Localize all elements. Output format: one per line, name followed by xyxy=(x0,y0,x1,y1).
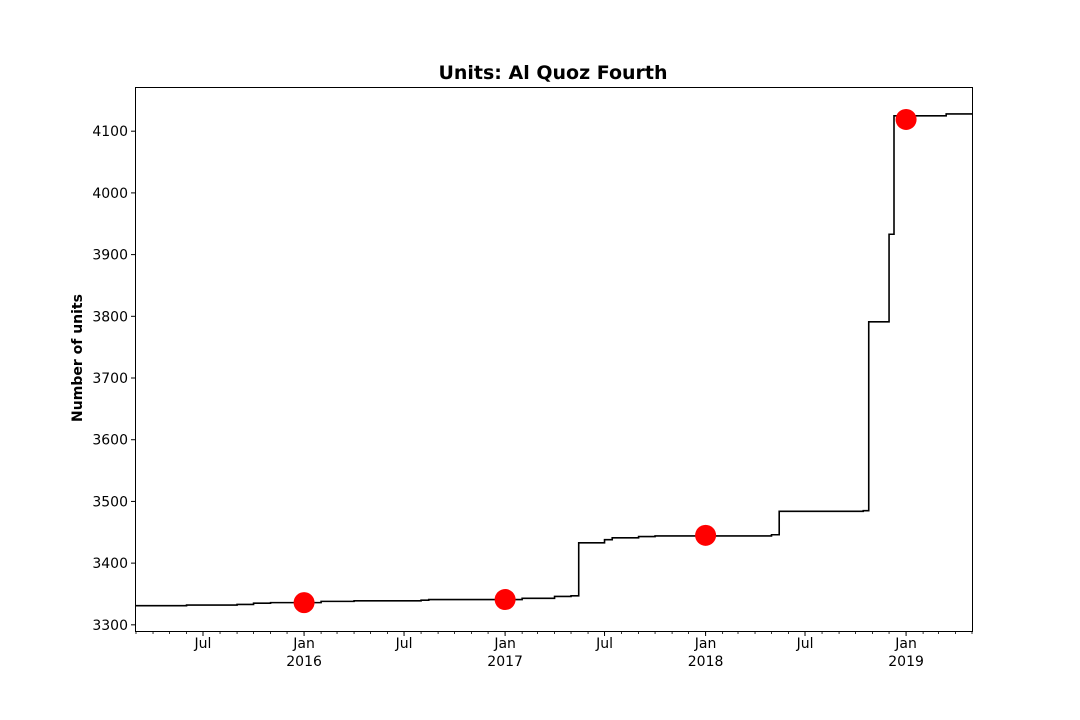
y-tick-label: 3400 xyxy=(92,556,128,572)
x-tick-label: Jul xyxy=(595,636,613,652)
y-axis-ticks: 3300 3400 3500 3600 3700 3800 3900 4000 4100 xyxy=(92,124,136,634)
y-axis-label: Number of units xyxy=(70,294,86,422)
data-point-marker xyxy=(293,592,315,614)
chart-title: Units: Al Quoz Fourth xyxy=(438,62,667,84)
x-tick-year-label: 2018 xyxy=(688,654,724,670)
x-tick-year-label: 2017 xyxy=(487,654,523,670)
x-tick-label: Jan xyxy=(493,636,516,652)
x-tick-label: Jan xyxy=(694,636,717,652)
x-tick-label: Jan xyxy=(894,636,917,652)
y-tick-label: 4100 xyxy=(92,124,128,140)
data-point-marker xyxy=(895,108,917,130)
data-point-marker xyxy=(494,589,516,611)
x-tick-label: Jul xyxy=(395,636,413,652)
x-tick-year-label: 2019 xyxy=(888,654,924,670)
x-axis-ticks: Jul Jan 2016 Jul Jan 2017 Jul Jan 2018 Jul Jan 2019 xyxy=(194,631,924,670)
y-tick-label: 3500 xyxy=(92,494,128,510)
y-tick-label: 3900 xyxy=(92,248,128,264)
x-tick-year-label: 2016 xyxy=(286,654,322,670)
y-tick-label: 3700 xyxy=(92,371,128,387)
x-tick-label: Jul xyxy=(194,636,212,652)
x-tick-label: Jul xyxy=(796,636,814,652)
x-tick-label: Jan xyxy=(292,636,315,652)
y-tick-label: 4000 xyxy=(92,186,128,202)
y-tick-label: 3300 xyxy=(92,618,128,634)
series-layer xyxy=(136,108,972,614)
y-tick-label: 3600 xyxy=(92,433,128,449)
data-point-marker xyxy=(695,524,717,546)
plot-area-frame xyxy=(135,87,973,632)
units-step-line xyxy=(136,113,972,607)
y-tick-label: 3800 xyxy=(92,309,128,325)
